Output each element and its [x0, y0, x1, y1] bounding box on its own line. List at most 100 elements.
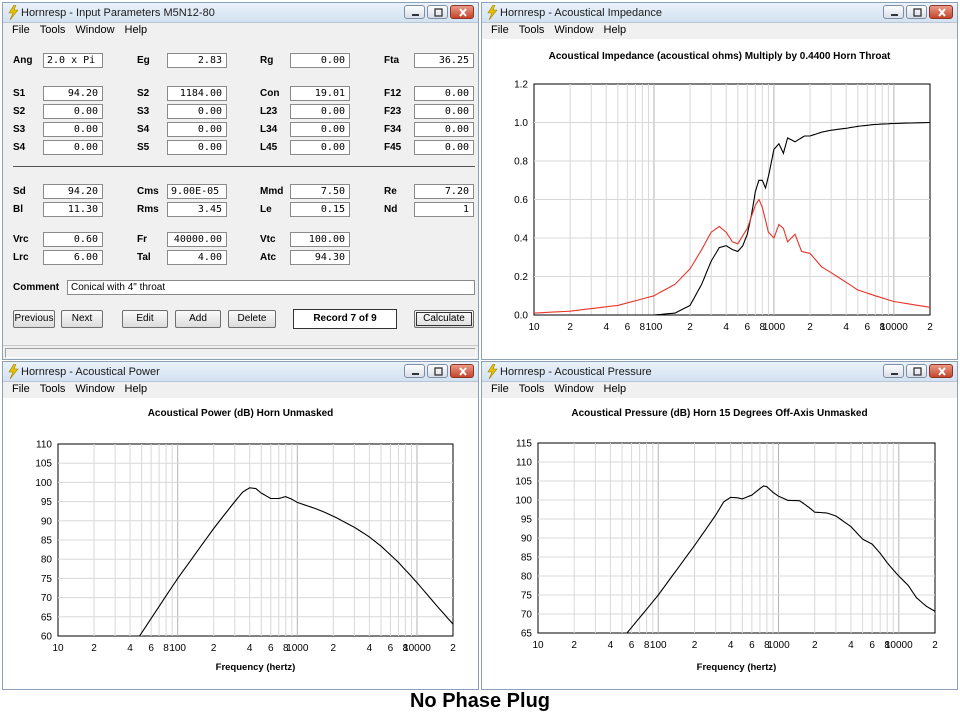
param-field-rg[interactable]: 0.00 [290, 53, 350, 68]
edit-button[interactable]: Edit [122, 310, 168, 328]
menu-file[interactable]: File [491, 24, 509, 36]
minimize-button[interactable] [883, 364, 904, 378]
y-tick-label: 105 [35, 459, 52, 470]
param-label-nd: Nd [384, 204, 398, 215]
param-field-f34[interactable]: 0.00 [414, 122, 474, 137]
param-field-fta[interactable]: 36.25 [414, 53, 474, 68]
param-label-le: Le [260, 204, 272, 215]
menu-window[interactable]: Window [75, 24, 115, 36]
calculate-button[interactable]: Calculate [414, 310, 474, 328]
param-field-s2[interactable]: 0.00 [43, 104, 103, 119]
param-field-eg[interactable]: 2.83 [167, 53, 227, 68]
menu-tools[interactable]: Tools [39, 383, 66, 395]
close-button[interactable] [450, 364, 474, 378]
param-field-bl[interactable]: 11.30 [43, 202, 103, 217]
param-field-l34[interactable]: 0.00 [290, 122, 350, 137]
menu-tools[interactable]: Tools [518, 383, 545, 395]
comment-field[interactable]: Conical with 4" throat [67, 280, 475, 295]
close-button[interactable] [450, 5, 474, 19]
param-field-atc[interactable]: 94.30 [290, 250, 350, 265]
y-tick-label: 115 [516, 439, 532, 450]
param-field-ang[interactable]: 2.0 x Pi [43, 53, 103, 68]
menu-window[interactable]: Window [75, 383, 115, 395]
param-field-s5[interactable]: 0.00 [167, 140, 227, 155]
param-field-con[interactable]: 19.01 [290, 86, 350, 101]
menu-file[interactable]: File [12, 24, 30, 36]
param-label-vrc: Vrc [13, 234, 29, 245]
x-tick-label: 4 [843, 322, 849, 333]
param-field-l45[interactable]: 0.00 [290, 140, 350, 155]
form-separator [13, 166, 475, 167]
x-tick-label: 1000 [767, 640, 790, 651]
previous-button[interactable]: Previous [13, 310, 55, 328]
menu-help[interactable]: Help [124, 24, 148, 36]
menu-file[interactable]: File [491, 383, 509, 395]
maximize-icon [913, 367, 922, 376]
param-field-s3[interactable]: 0.00 [167, 104, 227, 119]
maximize-button[interactable] [427, 364, 448, 378]
param-field-s1[interactable]: 94.20 [43, 86, 103, 101]
param-field-f45[interactable]: 0.00 [414, 140, 474, 155]
menu-file[interactable]: File [12, 383, 30, 395]
param-field-le[interactable]: 0.15 [290, 202, 350, 217]
param-field-f12[interactable]: 0.00 [414, 86, 474, 101]
param-field-vrc[interactable]: 0.60 [43, 232, 103, 247]
maximize-button[interactable] [906, 5, 927, 19]
maximize-button[interactable] [906, 364, 927, 378]
y-tick-label: 1.2 [514, 80, 528, 91]
maximize-button[interactable] [427, 5, 448, 19]
hornresp-app-icon [8, 5, 19, 20]
x-tick-label: 100 [169, 643, 186, 654]
menu-window[interactable]: Window [554, 383, 594, 395]
close-button[interactable] [929, 364, 953, 378]
chart-title: Acoustical Pressure (dB) Horn 15 Degrees… [571, 408, 868, 419]
param-field-sd[interactable]: 94.20 [43, 184, 103, 199]
param-field-rms[interactable]: 3.45 [167, 202, 227, 217]
minimize-button[interactable] [883, 5, 904, 19]
param-label-f12: F12 [384, 88, 402, 99]
y-tick-label: 80 [521, 572, 533, 583]
close-button[interactable] [929, 5, 953, 19]
param-field-cms[interactable]: 9.00E-05 [167, 184, 227, 199]
param-field-fr[interactable]: 40000.00 [167, 232, 227, 247]
next-button[interactable]: Next [61, 310, 103, 328]
x-tick-label: 8 [879, 322, 885, 333]
param-field-f23[interactable]: 0.00 [414, 104, 474, 119]
param-field-lrc[interactable]: 6.00 [43, 250, 103, 265]
x-tick-label: 6 [148, 643, 154, 654]
param-field-tal[interactable]: 4.00 [167, 250, 227, 265]
param-field-s2[interactable]: 1184.00 [167, 86, 227, 101]
minimize-icon [891, 373, 898, 375]
input-window-titlebar[interactable]: Hornresp - Input Parameters M5N12-80 [3, 3, 478, 23]
param-field-vtc[interactable]: 100.00 [290, 232, 350, 247]
menu-help[interactable]: Help [603, 383, 627, 395]
param-field-nd[interactable]: 1 [414, 202, 474, 217]
minimize-button[interactable] [404, 5, 425, 19]
x-tick-label: 10 [528, 322, 540, 333]
param-field-mmd[interactable]: 7.50 [290, 184, 350, 199]
menu-help[interactable]: Help [603, 24, 627, 36]
input-window-title: Hornresp - Input Parameters M5N12-80 [21, 7, 215, 19]
param-field-s4[interactable]: 0.00 [167, 122, 227, 137]
param-field-l23[interactable]: 0.00 [290, 104, 350, 119]
x-tick-label: 2 [812, 640, 818, 651]
power-window-titlebar[interactable]: Hornresp - Acoustical Power [3, 362, 478, 382]
delete-button[interactable]: Delete [228, 310, 276, 328]
menu-window[interactable]: Window [554, 24, 594, 36]
param-field-re[interactable]: 7.20 [414, 184, 474, 199]
param-field-s4[interactable]: 0.00 [43, 140, 103, 155]
y-tick-label: 100 [515, 496, 532, 507]
x-tick-label: 4 [367, 643, 373, 654]
param-label-eg: Eg [137, 55, 150, 66]
menu-help[interactable]: Help [124, 383, 148, 395]
param-field-s3[interactable]: 0.00 [43, 122, 103, 137]
minimize-button[interactable] [404, 364, 425, 378]
pressure-window-titlebar[interactable]: Hornresp - Acoustical Pressure [482, 362, 957, 382]
menu-tools[interactable]: Tools [39, 24, 66, 36]
param-label-l45: L45 [260, 142, 278, 153]
pressure-chart-area: Acoustical Pressure (dB) Horn 15 Degrees… [482, 398, 957, 689]
impedance-window-titlebar[interactable]: Hornresp - Acoustical Impedance [482, 3, 957, 23]
power-window-menubar: File Tools Window Help [3, 382, 478, 398]
add-button[interactable]: Add [175, 310, 221, 328]
menu-tools[interactable]: Tools [518, 24, 545, 36]
